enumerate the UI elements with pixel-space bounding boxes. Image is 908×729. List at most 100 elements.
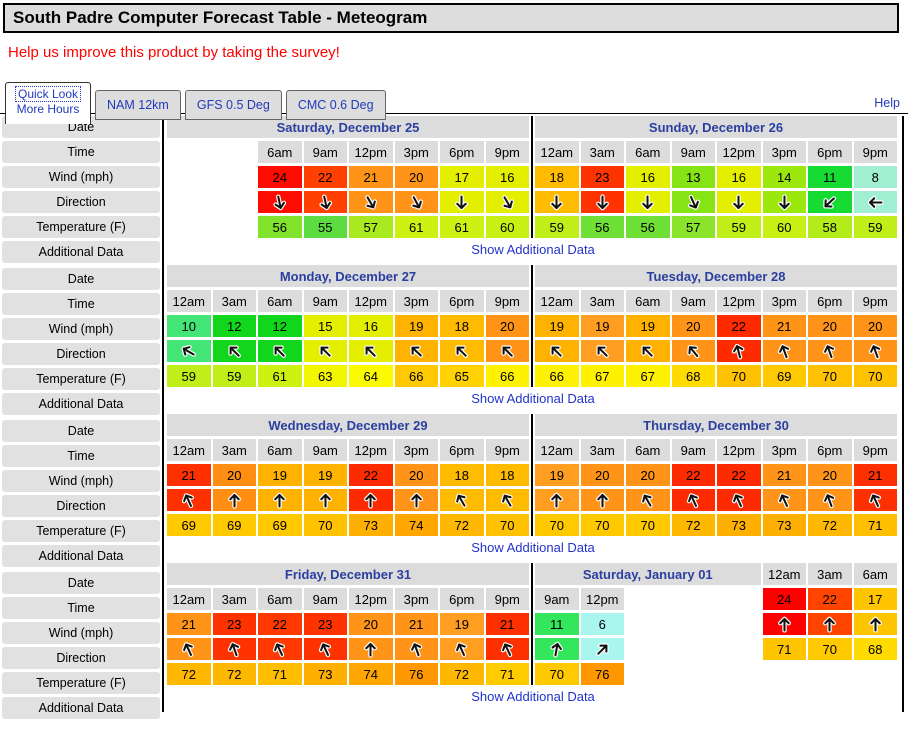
wind-direction-arrow-icon [823,616,837,633]
show-additional-data-link[interactable]: Show Additional Data [471,241,595,257]
temperature-cell: 69 [258,514,302,536]
time-cell: 12am [535,290,579,312]
temperature-cell: 70 [808,638,852,660]
wind-direction-cell [394,638,438,660]
day-group: Thursday, December 30 12am 3am 6am 9am 12pm 3p… [535,414,897,536]
time-cell: 3pm [762,141,806,163]
wind-direction-arrow-icon [596,344,609,358]
wind-speed-cell: 12 [258,315,302,337]
wind-speed-cell: 20 [212,464,256,486]
wind-direction-arrow-icon [455,641,468,657]
temperature-cell: 70 [485,514,529,536]
tab-bottom-rule [0,113,908,114]
time-cell: 12pm [717,141,761,163]
wind-speed-cell: 20 [853,315,897,337]
wind-speed-cell: 22 [349,464,393,486]
tab-cmc-06deg[interactable]: CMC 0.6 Deg [285,90,386,120]
show-additional-data-link[interactable]: Show Additional Data [471,539,595,555]
temperature-cell: 55 [303,216,347,238]
wind-direction-cell [258,489,302,511]
day-divider [531,265,533,387]
wind-direction-cell [394,489,438,511]
time-cell: 6am [258,439,302,461]
tab-gfs-05deg[interactable]: GFS 0.5 Deg [184,90,282,120]
wind-direction-arrow-icon [364,344,378,358]
time-cell: 12am [762,563,806,585]
help-link[interactable]: Help [874,96,900,110]
tab-nam-12km[interactable]: NAM 12km [95,90,181,120]
time-cell: 3am [580,290,624,312]
wind-direction-cell [580,191,624,213]
wind-direction-cell [853,613,897,635]
show-additional-data-link[interactable]: Show Additional Data [471,688,595,704]
show-additional-data-link[interactable]: Show Additional Data [471,390,595,406]
temperature-cell: 59 [212,365,256,387]
wind-direction-arrow-icon [641,344,655,358]
wind-direction-cell [580,489,624,511]
wind-direction-cell [580,340,624,362]
time-cell: 9am [303,439,347,461]
wind-speed-cell: 21 [853,464,897,486]
temperature-cell: 59 [535,216,579,238]
wind-direction-arrow-icon [365,194,378,209]
temperature-cell: 61 [258,365,302,387]
row-label-time: Time [2,445,160,467]
day-group: Sunday, December 26 12am 3am 6am 9am 12pm 3pm 6… [535,116,897,238]
wind-direction-cell [258,340,302,362]
day-group: Wednesday, December 29 12am 3am 6am 9am 12pm 3… [167,414,529,536]
wind-direction-arrow-icon [182,492,195,508]
time-cell: 3pm [394,439,438,461]
temperature-cell: 56 [626,216,670,238]
day-group-row: Wednesday, December 29 12am 3am 6am 9am 12pm 3… [167,414,899,536]
temperature-cell: 70 [303,514,347,536]
empty-cell [672,613,716,635]
row-label-wind-mph: Wind (mph) [2,622,160,644]
wind-direction-arrow-icon [455,193,469,210]
wind-direction-cell [853,191,897,213]
wind-speed-cell: 23 [580,166,624,188]
temperature-cell: 72 [808,514,852,536]
row-label-time: Time [2,293,160,315]
wind-speed-cell: 16 [485,166,529,188]
temperature-cell: 56 [258,216,302,238]
temperature-cell: 59 [853,216,897,238]
tab-quick-look-more-hours[interactable]: Quick Look More Hours [5,82,92,124]
wind-direction-cell [303,191,347,213]
temperature-cell: 69 [212,514,256,536]
wind-direction-arrow-icon [318,492,332,509]
wind-direction-cell [808,489,852,511]
day-date-header: Monday, December 27 [167,265,529,287]
row-label-direction: Direction [2,343,160,365]
wind-direction-arrow-icon [455,493,468,508]
temperature-cell: 61 [394,216,438,238]
wind-speed-cell: 18 [485,464,529,486]
survey-link[interactable]: Help us improve this product by taking t… [8,44,340,61]
temperature-cell: 57 [671,216,715,238]
wind-direction-arrow-icon [410,194,423,210]
empty-cell [717,638,761,660]
additional-data-row: Show Additional Data [167,685,899,707]
temperature-cell: 63 [303,365,347,387]
wind-direction-arrow-icon [686,492,699,508]
wind-speed-cell: 20 [485,315,529,337]
wind-direction-arrow-icon [550,641,564,658]
wind-speed-cell: 21 [762,464,806,486]
row-label-additional-data: Additional Data [2,241,160,263]
time-cell: 9pm [853,290,897,312]
wind-speed-cell: 21 [762,315,806,337]
day-divider [531,116,533,238]
wind-direction-cell [717,191,761,213]
time-cell: 12am [535,439,579,461]
wind-direction-arrow-icon [409,641,423,657]
time-cell: 12am [167,439,211,461]
tab-strip: Quick Look More Hours NAM 12km GFS 0.5 D… [5,82,390,124]
temperature-cell: 68 [671,365,715,387]
time-cell: 12pm [717,439,761,461]
temperature-cell: 60 [485,216,529,238]
time-cell: 9am [303,588,347,610]
time-cell: 3am [580,439,624,461]
temperature-cell: 76 [580,663,624,685]
wind-direction-arrow-icon [409,344,423,358]
wind-speed-cell: 19 [394,315,438,337]
wind-direction-arrow-icon [732,492,745,508]
